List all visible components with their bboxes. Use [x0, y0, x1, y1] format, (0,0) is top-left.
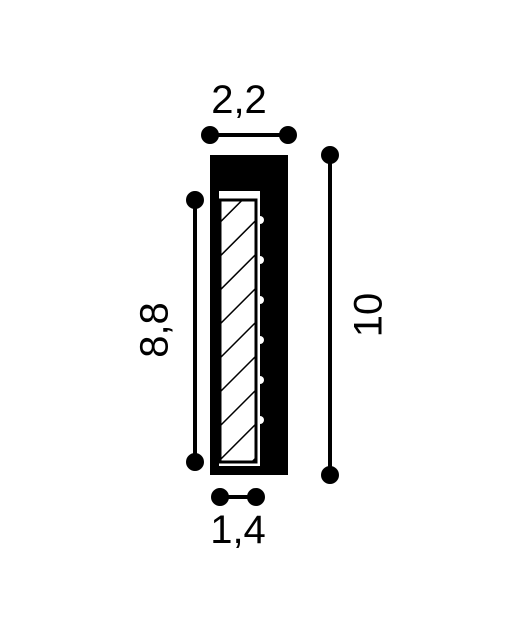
- dim-left: 8,8: [133, 302, 178, 358]
- dim-right: 10: [347, 293, 392, 338]
- dim-top: 2,2: [211, 78, 267, 123]
- hatched-insert: [220, 200, 256, 462]
- dim-bottom: 1,4: [210, 508, 266, 553]
- diagram-canvas: 2,2 1,4 8,8 10: [0, 0, 525, 642]
